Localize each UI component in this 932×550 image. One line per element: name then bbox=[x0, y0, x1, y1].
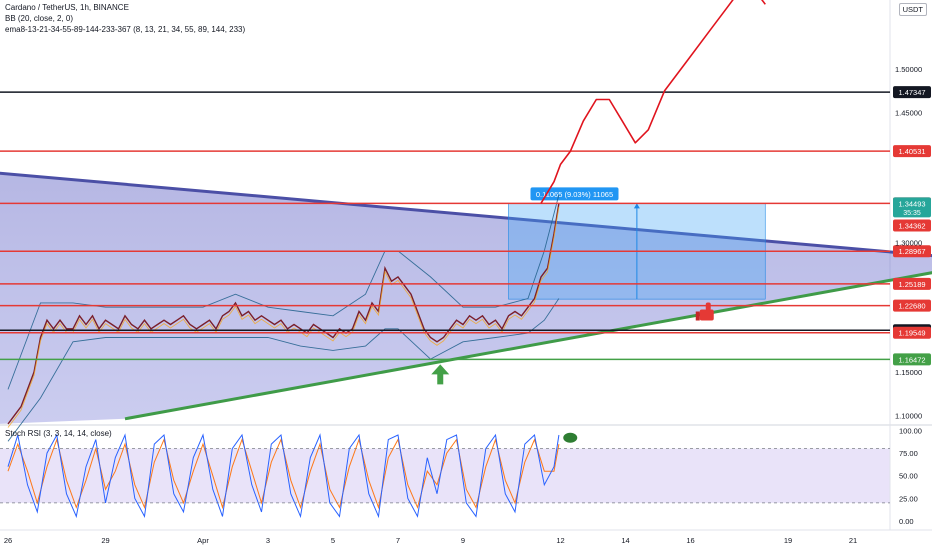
price-tag-1.22680 bbox=[893, 299, 931, 312]
price-tag-1.40531 bbox=[893, 145, 931, 158]
stoch-tick-label: 25.00 bbox=[899, 494, 918, 503]
time-tick-label: 16 bbox=[686, 536, 694, 545]
price-tag-text: 1.28967 bbox=[898, 247, 925, 256]
time-tick-label: 12 bbox=[556, 536, 564, 545]
price-tick-label: 1.50000 bbox=[895, 65, 922, 74]
price-tag-1.25189 bbox=[893, 277, 931, 290]
stoch-band-fill bbox=[0, 448, 890, 503]
time-tick-label: 21 bbox=[849, 536, 857, 545]
time-tick-label: 14 bbox=[621, 536, 629, 545]
measure-arrowhead bbox=[633, 203, 640, 209]
time-tick-label: 19 bbox=[784, 536, 792, 545]
measure-label: 0.11065 (9.03%) 11065 bbox=[536, 190, 613, 199]
bollinger-bands bbox=[7, 194, 560, 442]
bb-upper-line bbox=[7, 194, 560, 390]
price-badge-text: 1.34362 bbox=[898, 222, 925, 231]
price-badge-text: 1.34493 bbox=[898, 199, 925, 208]
thumbs-up-thumb bbox=[705, 302, 711, 311]
currency-badge[interactable]: USDT bbox=[898, 3, 927, 16]
stoch-tick-label: 50.00 bbox=[899, 472, 918, 481]
projection-path bbox=[540, 0, 766, 204]
bb-lower-line bbox=[7, 298, 560, 442]
stoch-rsi-series bbox=[0, 433, 890, 519]
time-axis: 26 29 Apr 3 5 7 9 12 14 16 19 21 bbox=[4, 536, 857, 545]
price-tick-label: 1.10000 bbox=[895, 411, 922, 420]
thumbs-up-cuff bbox=[695, 311, 700, 321]
price-tag-1.19549 bbox=[893, 326, 931, 339]
price-tag-text: 1.16472 bbox=[898, 355, 925, 364]
time-tick-label: 9 bbox=[461, 536, 465, 545]
price-levels[interactable] bbox=[0, 91, 890, 361]
annotations bbox=[431, 302, 714, 443]
price-tag-text: 1.40531 bbox=[898, 147, 925, 156]
measure-label-box bbox=[530, 187, 619, 201]
price-tick-label: 1.45000 bbox=[895, 108, 922, 117]
price-badge bbox=[893, 197, 931, 218]
projection-line bbox=[540, 0, 766, 204]
time-tick-label: 3 bbox=[266, 536, 270, 545]
ema-legend[interactable]: ema8-13-21-34-55-89-144-233-367 (8, 13, … bbox=[5, 25, 246, 34]
time-tick-label: Apr bbox=[197, 536, 209, 545]
stoch-tick-label: 0.00 bbox=[899, 517, 914, 526]
bb-legend[interactable]: BB (20, close, 2, 0) bbox=[5, 14, 74, 23]
time-tick-label: 29 bbox=[101, 536, 109, 545]
time-tick-label: 26 bbox=[4, 536, 12, 545]
lower-trendline[interactable] bbox=[124, 271, 932, 421]
chart-title: Cardano / TetherUS, 1h, BINANCE bbox=[5, 3, 129, 12]
stoch-tick-label: 75.00 bbox=[899, 449, 918, 458]
stoch-tick-label: 100.00 bbox=[899, 427, 922, 436]
price-line bbox=[7, 203, 560, 425]
price-tag-text: 1.25189 bbox=[898, 280, 925, 289]
price-tag-text: 1.47347 bbox=[898, 88, 925, 97]
signal-marker bbox=[563, 432, 578, 443]
price-tick-label: 1.15000 bbox=[895, 368, 922, 377]
time-tick-label: 5 bbox=[331, 536, 335, 545]
countdown-text: 35:35 bbox=[903, 210, 921, 217]
price-tag-1.47347 bbox=[893, 86, 931, 99]
price-tag-1.16472 bbox=[893, 353, 931, 366]
price-tag-text: 1.22680 bbox=[898, 302, 925, 311]
measure-tool[interactable]: 0.11065 (9.03%) 11065 bbox=[508, 187, 766, 300]
stoch-axis: 100.00 75.00 50.00 25.00 0.00 bbox=[899, 427, 922, 526]
triangle-pattern bbox=[0, 171, 932, 424]
price-tag-text: 1.19549 bbox=[898, 329, 925, 338]
price-tick-label: 1.30000 bbox=[895, 238, 922, 247]
upper-trendline[interactable] bbox=[0, 171, 932, 258]
stoch-k-line bbox=[7, 433, 560, 519]
price-tag-1.28967 bbox=[893, 245, 931, 258]
price-badge bbox=[893, 219, 931, 232]
stoch-legend[interactable]: Stoch RSI (3, 3, 14, 14, close) bbox=[5, 429, 112, 438]
price-axis: 1.47347 1.40531 1.34493 1.28967 1.25189 1.226… bbox=[893, 65, 931, 420]
thumbs-up-icon bbox=[699, 309, 714, 321]
up-arrow-icon bbox=[431, 364, 450, 385]
time-tick-label: 7 bbox=[396, 536, 400, 545]
